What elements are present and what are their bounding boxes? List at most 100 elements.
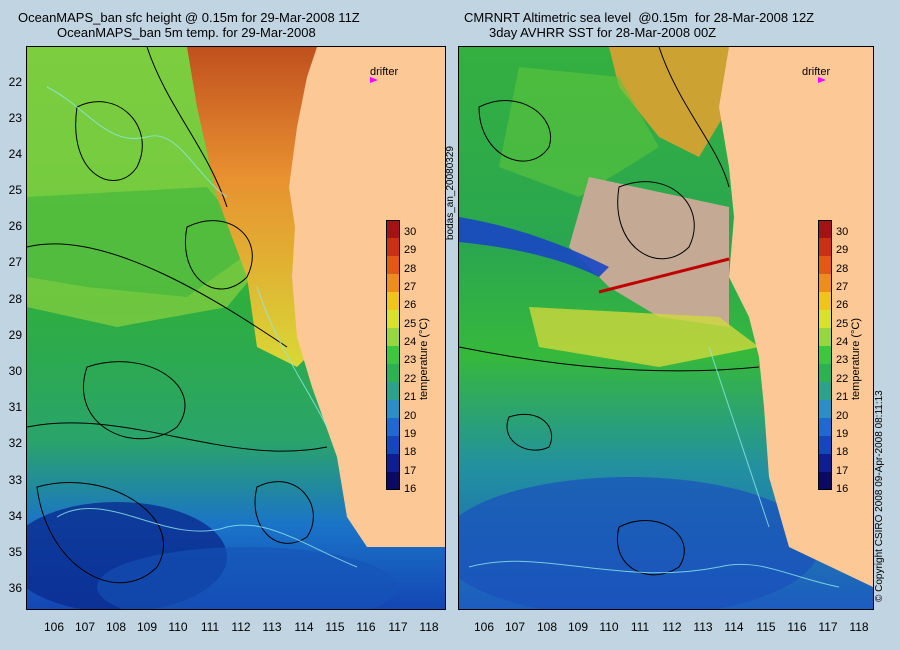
cloud-mask [569, 177, 729, 327]
drifter-marker [370, 77, 378, 83]
colorbar-segment [818, 472, 832, 490]
colorbar-tick-label: 24 [404, 336, 417, 349]
lon-label: 116 [356, 620, 376, 634]
colorbar-segment [386, 400, 400, 419]
drifter-marker [818, 77, 826, 83]
colorbar-tick-label: 24 [836, 336, 849, 349]
colorbar-segment [818, 346, 832, 365]
lat-label: 30 [8, 364, 22, 378]
lat-label: 33 [8, 473, 22, 487]
altimetry-track [598, 257, 730, 294]
left-map-svg [27, 47, 445, 609]
colorbar-segment [818, 220, 832, 239]
colorbar-segment [386, 256, 400, 275]
lon-label: 116 [787, 620, 807, 634]
colorbar-segment [386, 328, 400, 347]
colorbar-tick-label: 26 [836, 299, 849, 312]
land-mass [289, 47, 445, 547]
lon-label: 112 [231, 620, 251, 634]
right-drifter-label: drifter [802, 66, 831, 78]
colorbar-tick-label: 17 [836, 464, 849, 477]
left-colorbar [386, 220, 400, 490]
colorbar-tick-label: 28 [404, 262, 417, 275]
sea-level-contours [459, 47, 760, 576]
drifter-tracks [46, 86, 358, 568]
colorbar-segment [818, 292, 832, 311]
colorbar-segment [386, 292, 400, 311]
run-id-label: bodas_an_20080329 [445, 146, 456, 240]
colorbar-segment [818, 364, 832, 383]
colorbar-tick-label: 22 [836, 372, 849, 385]
lat-label: 26 [8, 219, 22, 233]
lon-label: 118 [849, 620, 869, 634]
right-colorbar-label: temperature (°C) [850, 317, 862, 400]
colorbar-segment [386, 436, 400, 455]
colorbar-tick-label: 26 [404, 299, 417, 312]
lon-label: 113 [262, 620, 282, 634]
lon-label: 110 [168, 620, 188, 634]
colorbar-tick-label: 19 [836, 427, 849, 440]
colorbar-segment [818, 328, 832, 347]
colorbar-tick-label: 16 [404, 483, 417, 495]
colorbar-segment [818, 418, 832, 437]
colorbar-segment [818, 238, 832, 257]
colorbar-tick-label: 20 [836, 409, 849, 422]
colorbar-tick-label: 21 [836, 391, 849, 404]
lon-label: 111 [630, 620, 650, 634]
right-title-line2: 3day AVHRR SST for 28-Mar-2008 00Z [489, 25, 717, 40]
colorbar-segment [386, 220, 400, 239]
right-map-panel [458, 46, 874, 610]
lon-label: 107 [74, 620, 96, 634]
colorbar-segment [818, 454, 832, 473]
colorbar-tick-label: 29 [836, 244, 849, 257]
colorbar-tick-label: 27 [404, 280, 417, 293]
lon-label: 111 [200, 620, 220, 634]
colorbar-segment [818, 382, 832, 401]
left-title-line1: OceanMAPS_ban sfc height @ 0.15m for 29-… [18, 10, 360, 25]
colorbar-segment [818, 400, 832, 419]
colorbar-segment [386, 364, 400, 383]
colorbar-segment [386, 454, 400, 473]
lon-label: 108 [536, 620, 558, 634]
left-colorbar-label: temperature (°C) [418, 317, 430, 400]
colorbar-tick-label: 30 [836, 225, 849, 238]
lat-label: 35 [8, 545, 22, 559]
lon-label: 112 [662, 620, 682, 634]
colorbar-tick-label: 16 [836, 483, 849, 495]
colorbar-segment [386, 310, 400, 329]
lon-label: 114 [724, 620, 744, 634]
land-mass [719, 47, 873, 587]
drifter-tracks [468, 346, 840, 588]
colorbar-tick-label: 20 [404, 409, 417, 422]
lon-label: 106 [473, 620, 495, 634]
lat-label: 32 [8, 436, 22, 450]
lat-label: 34 [8, 509, 22, 523]
colorbar-tick-label: 28 [836, 262, 849, 275]
colorbar-tick-label: 17 [404, 464, 417, 477]
colorbar-border [818, 220, 832, 490]
colorbar-tick-label: 23 [404, 354, 417, 367]
colorbar-tick-label: 25 [404, 317, 417, 330]
lon-label: 117 [388, 620, 408, 634]
lon-label: 113 [693, 620, 713, 634]
lat-label: 29 [8, 328, 22, 342]
colorbar-tick-label: 18 [836, 446, 849, 459]
right-title-line1: CMRNRT Altimetric sea level @0.15m for 2… [464, 10, 815, 25]
lat-label: 22 [8, 75, 22, 89]
lon-label: 115 [756, 620, 776, 634]
left-drifter-label: drifter [370, 66, 399, 78]
colorbar-tick-label: 30 [404, 225, 417, 238]
lat-label: 25 [8, 183, 22, 197]
lat-label: 24 [8, 147, 22, 161]
colorbar-tick-label: 18 [404, 446, 417, 459]
sea-height-contours [27, 47, 328, 584]
colorbar-tick-label: 27 [836, 280, 849, 293]
colorbar-segment [818, 256, 832, 275]
colorbar-segment [386, 238, 400, 257]
lon-label: 117 [818, 620, 838, 634]
lat-label: 23 [8, 111, 22, 125]
lat-label: 28 [8, 292, 22, 306]
colorbar-segment [818, 274, 832, 293]
lon-label: 109 [567, 620, 589, 634]
copyright-label: © Copyright CSIRO 2008 09-Apr-2008 08:11… [874, 390, 885, 602]
